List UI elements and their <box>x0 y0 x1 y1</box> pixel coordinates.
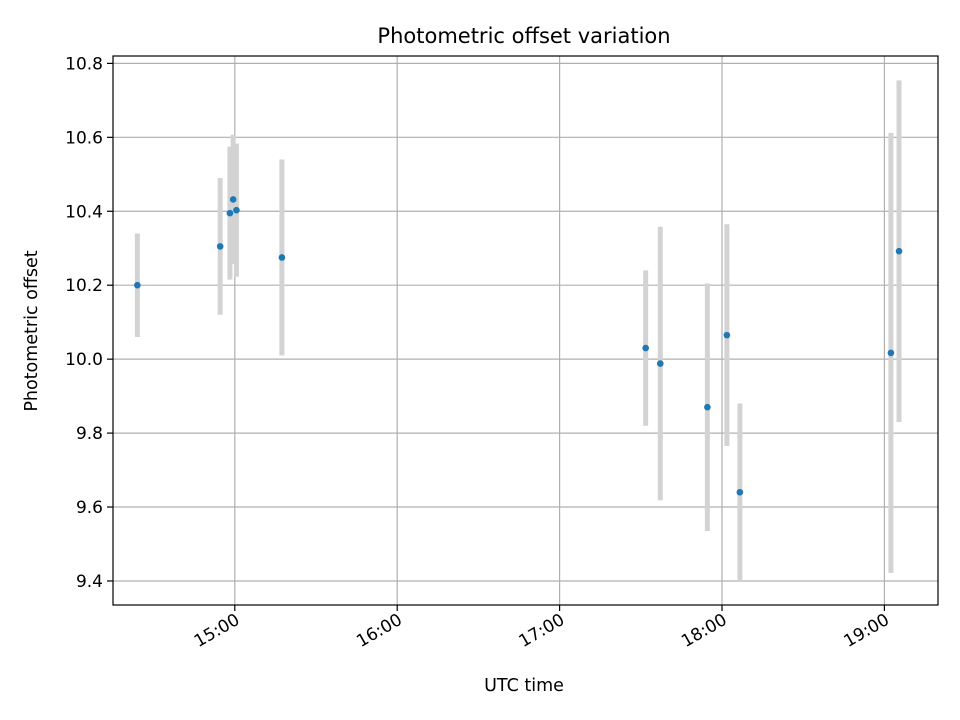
data-point <box>134 281 141 289</box>
error-bars <box>134 80 902 581</box>
data-point <box>216 243 224 250</box>
x-tick-label: 15:00 <box>191 610 243 652</box>
data-point <box>656 360 664 367</box>
data-point <box>723 331 731 339</box>
x-tick-label: 19:00 <box>840 610 892 652</box>
y-tick-label: 10.4 <box>65 202 103 222</box>
data-points <box>134 196 903 496</box>
y-tick-label: 9.4 <box>76 572 103 592</box>
x-tick-label: 16:00 <box>353 610 405 652</box>
data-point <box>233 206 240 214</box>
data-point <box>704 403 711 411</box>
x-tick-label: 17:00 <box>516 610 568 652</box>
y-axis-ticks: 9.4 9.6 9.8 10.0 10.2 10.4 10.6 10.8 <box>65 54 113 592</box>
x-axis-ticks: 15:00 16:00 17:00 18:00 19:00 <box>191 605 893 652</box>
y-tick-label: 9.6 <box>76 498 103 518</box>
plot-frame <box>112 55 939 606</box>
grid-lines <box>113 56 938 605</box>
x-tick-label: 18:00 <box>678 610 730 652</box>
data-point <box>226 209 234 217</box>
data-point <box>887 349 895 357</box>
y-axis-label: Photometric offset <box>22 250 42 411</box>
x-axis-label: UTC time <box>484 676 564 696</box>
y-tick-label: 9.8 <box>76 424 103 444</box>
chart-title: Photometric offset variation <box>377 24 670 48</box>
y-tick-label: 10.6 <box>65 128 103 148</box>
y-tick-label: 10.0 <box>65 350 103 370</box>
y-tick-label: 10.8 <box>65 54 103 74</box>
data-point <box>642 344 649 352</box>
data-point <box>229 196 237 203</box>
data-point <box>895 247 903 255</box>
data-point <box>736 488 744 496</box>
y-tick-label: 10.2 <box>65 276 103 296</box>
data-point <box>278 254 286 261</box>
